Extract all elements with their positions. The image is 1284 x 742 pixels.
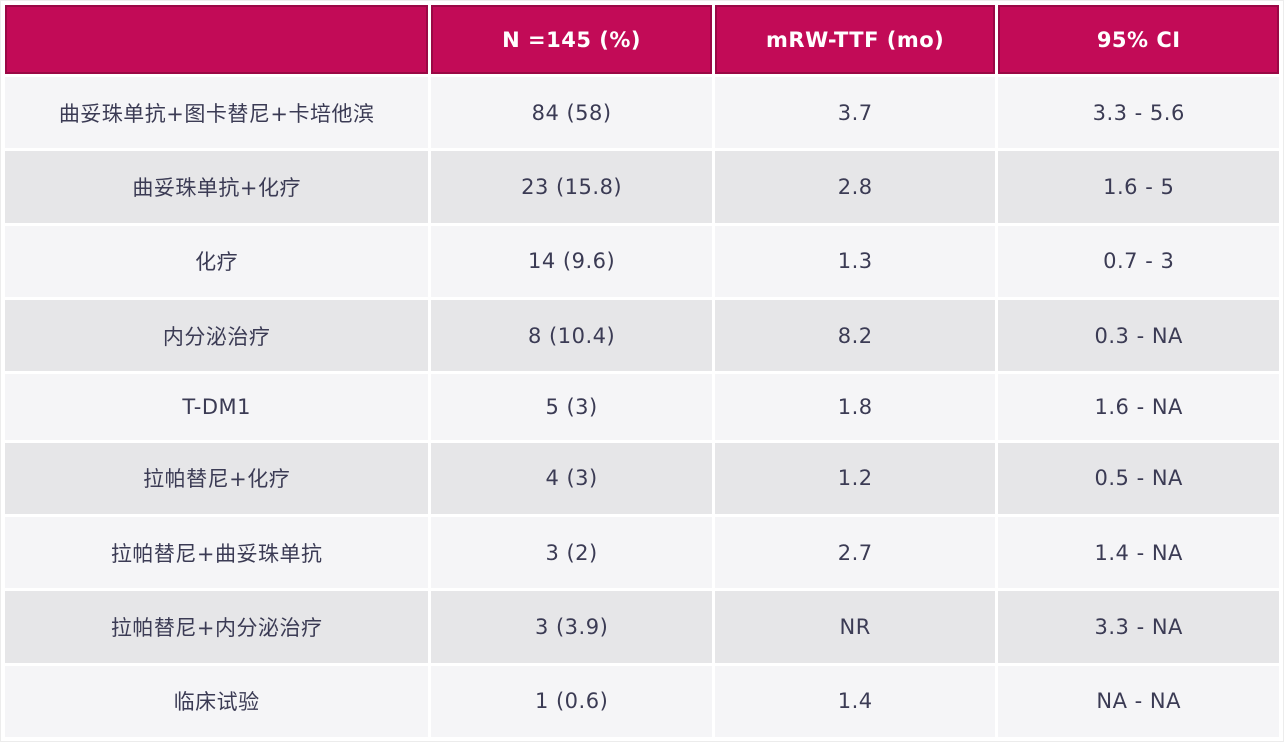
mrw-ttf-cell: 3.7 [714,77,996,149]
treatment-cell: 曲妥珠单抗+图卡替尼+卡培他滨 [5,77,429,149]
header-cell-treatment [5,5,429,74]
mrw-ttf-cell: 1.2 [714,442,996,514]
treatment-cell: 化疗 [5,225,429,297]
mrw-ttf-cell: 2.7 [714,516,996,589]
table-row: 曲妥珠单抗+图卡替尼+卡培他滨 84 (58) 3.7 3.3 - 5.6 [5,77,1279,149]
n-percent-cell: 3 (2) [431,516,712,589]
n-percent-cell: 8 (10.4) [431,299,712,372]
table-row: 拉帕替尼+内分泌治疗 3 (3.9) NR 3.3 - NA [5,591,1279,663]
n-percent-cell: 5 (3) [431,374,712,440]
table-row: 拉帕替尼+曲妥珠单抗 3 (2) 2.7 1.4 - NA [5,516,1279,589]
ci-cell: 1.4 - NA [998,516,1279,589]
mrw-ttf-cell: 2.8 [714,151,996,223]
ci-cell: 0.3 - NA [998,299,1279,372]
treatment-cell: 拉帕替尼+化疗 [5,442,429,514]
treatment-cell: 临床试验 [5,665,429,737]
treatment-cell: 内分泌治疗 [5,299,429,372]
n-percent-cell: 14 (9.6) [431,225,712,297]
treatment-cell: 拉帕替尼+内分泌治疗 [5,591,429,663]
ci-cell: NA - NA [998,665,1279,737]
header-cell-95-ci: 95% CI [998,5,1279,74]
n-percent-cell: 3 (3.9) [431,591,712,663]
treatment-cell: 拉帕替尼+曲妥珠单抗 [5,516,429,589]
table-header-row: N =145 (%) mRW-TTF (mo) 95% CI [5,5,1279,74]
ci-cell: 0.7 - 3 [998,225,1279,297]
table-row: T-DM1 5 (3) 1.8 1.6 - NA [5,374,1279,440]
mrw-ttf-cell: NR [714,591,996,663]
ci-cell: 3.3 - 5.6 [998,77,1279,149]
treatment-cell: T-DM1 [5,374,429,440]
mrw-ttf-cell: 1.3 [714,225,996,297]
ci-cell: 1.6 - 5 [998,151,1279,223]
header-cell-mrw-ttf: mRW-TTF (mo) [714,5,996,74]
table-row: 曲妥珠单抗+化疗 23 (15.8) 2.8 1.6 - 5 [5,151,1279,223]
n-percent-cell: 4 (3) [431,442,712,514]
mrw-ttf-cell: 8.2 [714,299,996,372]
n-percent-cell: 84 (58) [431,77,712,149]
mrw-ttf-cell: 1.8 [714,374,996,440]
table-row: 临床试验 1 (0.6) 1.4 NA - NA [5,665,1279,737]
ci-cell: 1.6 - NA [998,374,1279,440]
clinical-results-table: N =145 (%) mRW-TTF (mo) 95% CI 曲妥珠单抗+图卡替… [5,5,1279,737]
ci-cell: 3.3 - NA [998,591,1279,663]
n-percent-cell: 1 (0.6) [431,665,712,737]
header-cell-n-percent: N =145 (%) [431,5,712,74]
ci-cell: 0.5 - NA [998,442,1279,514]
table-row: 化疗 14 (9.6) 1.3 0.7 - 3 [5,225,1279,297]
n-percent-cell: 23 (15.8) [431,151,712,223]
treatment-cell: 曲妥珠单抗+化疗 [5,151,429,223]
table-row: 内分泌治疗 8 (10.4) 8.2 0.3 - NA [5,299,1279,372]
table-row: 拉帕替尼+化疗 4 (3) 1.2 0.5 - NA [5,442,1279,514]
mrw-ttf-cell: 1.4 [714,665,996,737]
